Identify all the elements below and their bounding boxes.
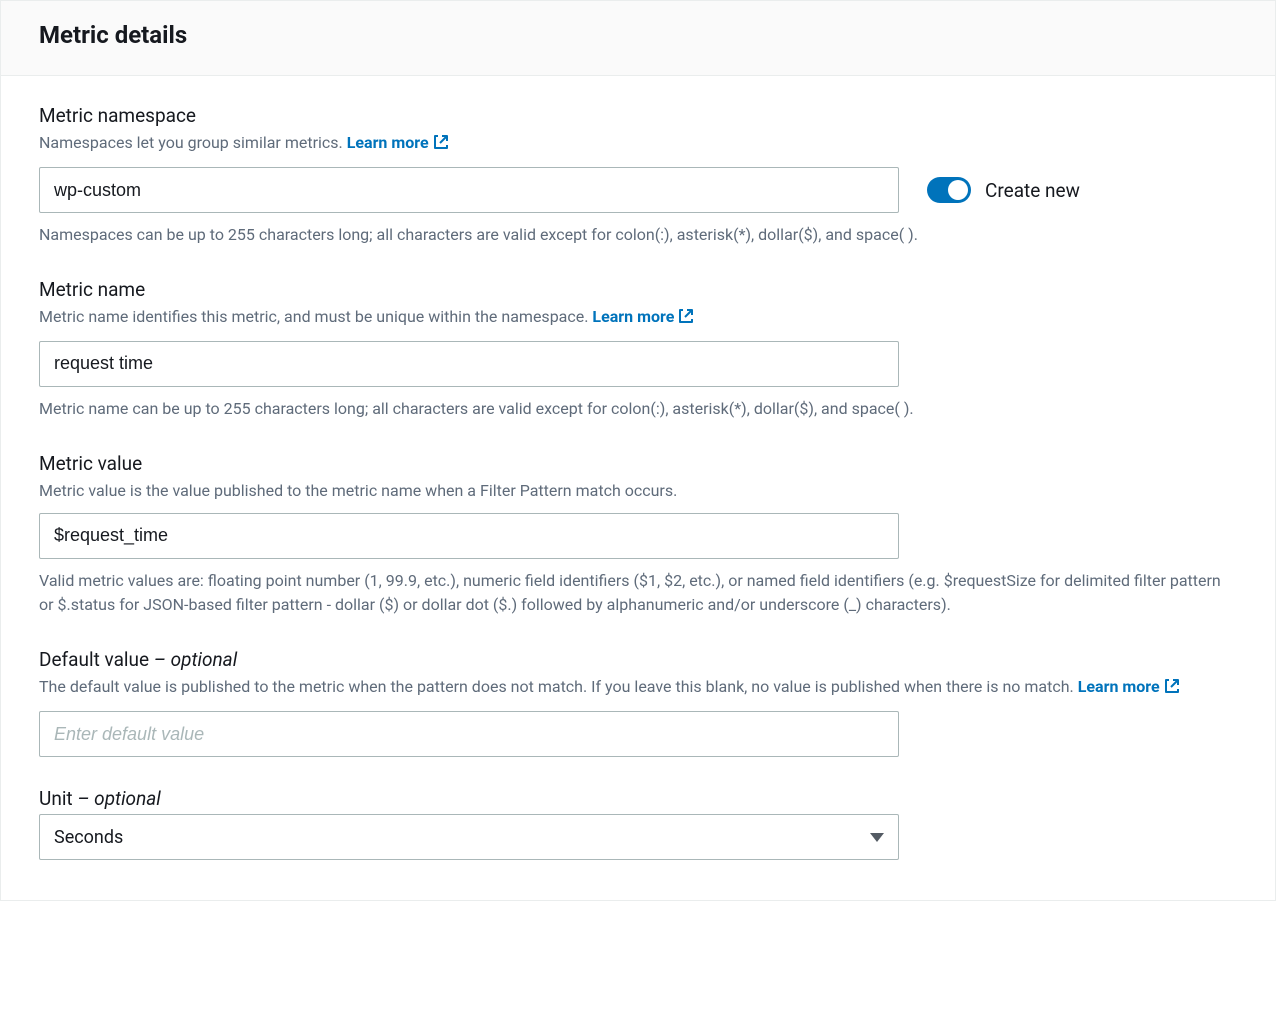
metric-name-desc-text: Metric name identifies this metric, and … — [39, 307, 592, 326]
unit-label-optional: – optional — [73, 787, 161, 810]
default-value-field: Default value – optional The default val… — [39, 648, 1237, 757]
create-new-toggle-wrap: Create new — [927, 177, 1080, 203]
learn-more-text: Learn more — [1078, 677, 1160, 696]
metric-namespace-label: Metric namespace — [39, 104, 1237, 127]
external-link-icon — [1164, 677, 1180, 701]
metric-name-label: Metric name — [39, 278, 1237, 301]
metric-value-field: Metric value Metric value is the value p… — [39, 452, 1237, 619]
metric-namespace-desc: Namespaces let you group similar metrics… — [39, 131, 1237, 157]
metric-value-desc: Metric value is the value published to t… — [39, 479, 1237, 503]
metric-value-input[interactable] — [39, 513, 899, 559]
unit-label: Unit – optional — [39, 787, 1237, 810]
metric-name-field: Metric name Metric name identifies this … — [39, 278, 1237, 422]
metric-namespace-field: Metric namespace Namespaces let you grou… — [39, 104, 1237, 248]
create-new-toggle[interactable] — [927, 177, 971, 203]
metric-details-panel: Metric details Metric namespace Namespac… — [0, 0, 1276, 901]
metric-value-label: Metric value — [39, 452, 1237, 475]
default-value-desc-text: The default value is published to the me… — [39, 677, 1078, 696]
external-link-icon — [678, 307, 694, 331]
create-new-toggle-label: Create new — [985, 179, 1080, 202]
metric-name-learn-more-link[interactable]: Learn more — [592, 307, 694, 326]
default-value-label-optional: – optional — [149, 648, 237, 671]
panel-header: Metric details — [1, 1, 1275, 76]
metric-value-help: Valid metric values are: floating point … — [39, 569, 1237, 619]
unit-select[interactable]: Seconds — [39, 814, 899, 860]
metric-name-desc: Metric name identifies this metric, and … — [39, 305, 1237, 331]
metric-name-help: Metric name can be up to 255 characters … — [39, 397, 1237, 422]
default-value-desc: The default value is published to the me… — [39, 675, 1237, 701]
metric-namespace-learn-more-link[interactable]: Learn more — [347, 133, 449, 152]
metric-namespace-input-row: Create new — [39, 167, 1237, 213]
metric-namespace-input[interactable] — [39, 167, 899, 213]
metric-namespace-help: Namespaces can be up to 255 characters l… — [39, 223, 1237, 248]
learn-more-text: Learn more — [347, 133, 429, 152]
caret-down-icon — [870, 833, 884, 842]
unit-selected-value: Seconds — [54, 827, 123, 848]
panel-title: Metric details — [39, 21, 1237, 49]
external-link-icon — [433, 133, 449, 157]
unit-label-main: Unit — [39, 787, 73, 810]
unit-field: Unit – optional Seconds — [39, 787, 1237, 860]
panel-body: Metric namespace Namespaces let you grou… — [1, 76, 1275, 900]
default-value-label: Default value – optional — [39, 648, 1237, 671]
default-value-input[interactable] — [39, 711, 899, 757]
metric-namespace-desc-text: Namespaces let you group similar metrics… — [39, 133, 347, 152]
default-value-learn-more-link[interactable]: Learn more — [1078, 677, 1180, 696]
metric-name-input[interactable] — [39, 341, 899, 387]
default-value-label-main: Default value — [39, 648, 149, 671]
learn-more-text: Learn more — [592, 307, 674, 326]
